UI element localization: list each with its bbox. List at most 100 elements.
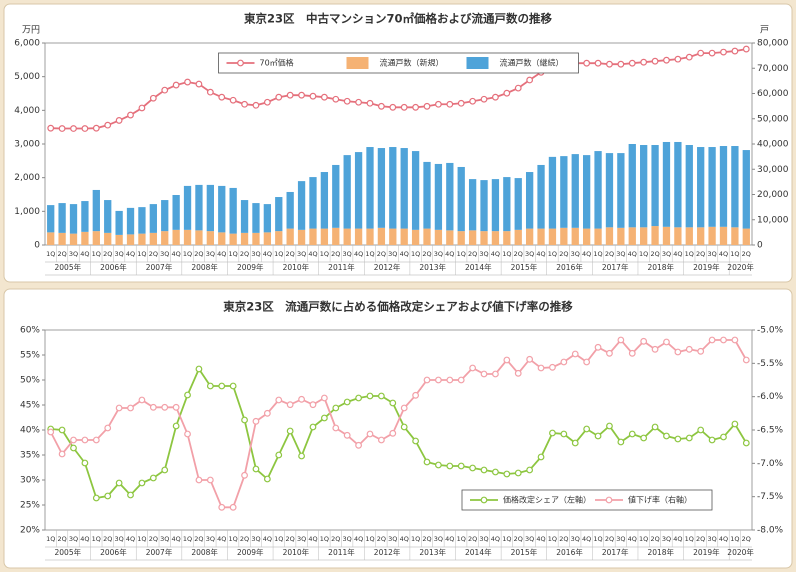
marker <box>263 475 271 483</box>
x-tick-label: 3Q <box>114 250 123 258</box>
marker <box>229 382 237 390</box>
marker <box>708 49 716 57</box>
x-tick-label: 3Q <box>206 535 215 543</box>
marker <box>571 439 579 447</box>
x-tick-label: 4Q <box>491 250 500 258</box>
legend-swatch <box>605 496 613 504</box>
legend-label: 値下げ率（右軸） <box>628 495 692 505</box>
bar <box>651 226 659 245</box>
marker <box>81 125 89 132</box>
bar <box>491 179 500 232</box>
marker <box>389 103 397 111</box>
year-label: 2014年 <box>465 262 492 272</box>
marker <box>720 336 727 344</box>
marker <box>70 125 77 132</box>
bar <box>560 156 568 228</box>
marker <box>583 358 591 366</box>
x-tick-label: 3Q <box>662 535 671 543</box>
x-tick-label: 4Q <box>536 250 545 258</box>
marker <box>412 391 420 399</box>
marker <box>651 423 659 431</box>
x-tick-label: 4Q <box>126 250 135 258</box>
marker <box>195 365 203 373</box>
bar <box>263 204 272 233</box>
marker <box>298 91 305 99</box>
marker <box>320 414 328 422</box>
marker <box>58 426 66 434</box>
marker <box>138 479 146 487</box>
x-tick-label: 3Q <box>297 535 306 543</box>
x-tick-label: 1Q <box>730 535 739 543</box>
marker <box>446 100 454 108</box>
marker <box>70 436 77 444</box>
bar <box>503 177 511 232</box>
marker <box>309 92 317 100</box>
x-tick-label: 3Q <box>571 250 580 258</box>
chart-title: 東京23区 流通戸数に占める価格改定シェアおよび値下げ率の推移 <box>223 300 573 314</box>
marker <box>377 392 385 400</box>
marker <box>594 343 602 351</box>
marker <box>138 396 146 404</box>
x-tick-label: 3Q <box>251 535 260 543</box>
marker <box>674 348 682 356</box>
marker <box>184 430 191 438</box>
y2-tick-label: -5.0% <box>757 326 784 336</box>
bar <box>514 178 522 230</box>
bar <box>92 231 100 245</box>
marker <box>742 356 750 364</box>
marker <box>47 124 55 132</box>
marker <box>309 401 317 409</box>
marker <box>241 100 248 108</box>
bar <box>297 181 306 230</box>
x-tick-label: 2Q <box>559 250 568 258</box>
bar <box>480 231 488 245</box>
bar <box>377 227 386 245</box>
x-tick-label: 1Q <box>46 535 55 543</box>
year-label: 2012年 <box>374 547 401 557</box>
marker <box>492 468 499 476</box>
legend-swatch <box>480 496 488 504</box>
marker <box>617 60 625 68</box>
x-tick-label: 2Q <box>605 250 614 258</box>
x-tick-label: 3Q <box>525 250 534 258</box>
marker <box>195 476 203 484</box>
x-tick-label: 4Q <box>445 250 454 258</box>
x-tick-label: 3Q <box>160 535 169 543</box>
marker <box>149 403 157 411</box>
x-tick-label: 3Q <box>479 250 488 258</box>
marker <box>104 424 112 432</box>
x-tick-label: 2Q <box>377 535 386 543</box>
bar <box>366 228 374 245</box>
x-tick-label: 2Q <box>194 535 203 543</box>
year-label: 2013年 <box>419 262 446 272</box>
marker <box>640 337 648 345</box>
marker <box>172 81 180 89</box>
bar <box>138 207 146 234</box>
marker <box>617 336 625 344</box>
x-tick-label: 2Q <box>605 535 614 543</box>
marker <box>514 84 522 92</box>
bar <box>742 228 750 245</box>
bar <box>628 227 636 245</box>
x-tick-label: 4Q <box>217 250 226 258</box>
marker <box>400 423 408 431</box>
bar <box>161 231 169 245</box>
marker <box>229 503 237 511</box>
x-tick-label: 4Q <box>126 535 135 543</box>
year-label: 2015年 <box>511 547 538 557</box>
marker <box>275 396 283 404</box>
x-tick-label: 1Q <box>457 535 466 543</box>
y-tick-label: 5,000 <box>14 72 40 82</box>
bar <box>252 232 260 245</box>
bar <box>583 155 591 229</box>
x-tick-label: 4Q <box>582 250 591 258</box>
marker <box>480 95 488 103</box>
x-tick-label: 1Q <box>92 250 101 258</box>
y2-tick-label: 80,000 <box>757 39 789 49</box>
marker <box>161 86 169 94</box>
bar <box>115 210 123 235</box>
x-tick-label: 3Q <box>343 535 352 543</box>
bar <box>81 231 89 245</box>
x-tick-label: 2Q <box>650 250 659 258</box>
